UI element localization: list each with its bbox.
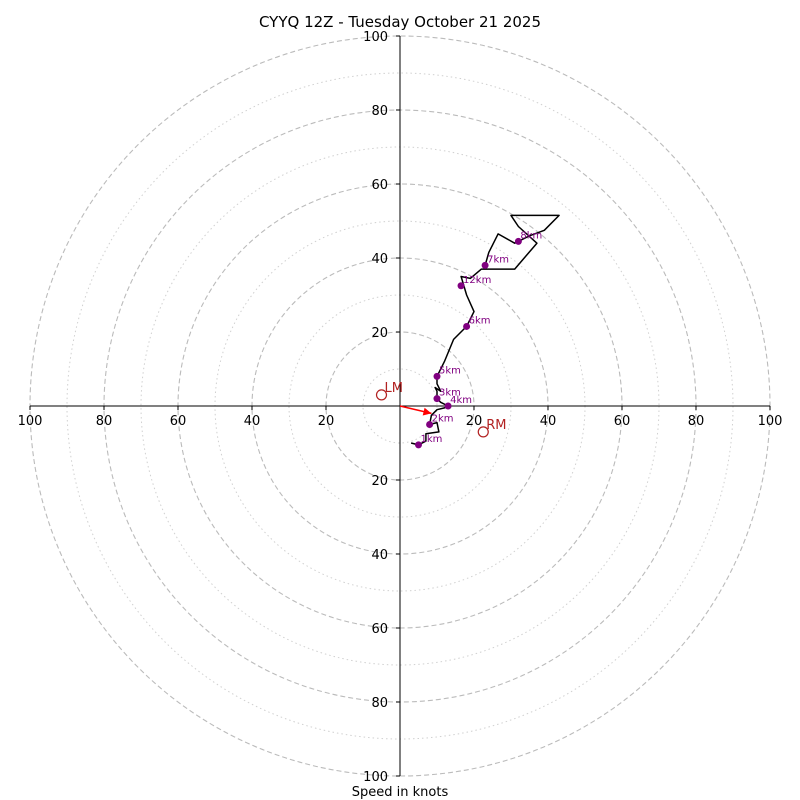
- storm-motion-rm-label: RM: [486, 418, 506, 433]
- mean-motion-vector: [399, 405, 432, 416]
- height-marker-8km: [514, 237, 522, 245]
- height-marker-label-7km: 7km: [487, 254, 509, 265]
- height-marker-label-12km: 12km: [463, 275, 491, 286]
- storm-motion-lm-label: LM: [385, 381, 403, 396]
- storm-motion-markers: LM RM: [375, 381, 507, 438]
- height-marker-2km: [426, 421, 434, 428]
- y-tick-label: 20: [371, 326, 388, 341]
- x-tick-label: 60: [614, 414, 631, 429]
- y-tick-label: 80: [371, 104, 388, 119]
- y-tick-label: 40: [371, 252, 388, 267]
- y-tick-label: 60: [371, 178, 388, 193]
- wind-profile: [410, 214, 560, 446]
- y-tick-label: 80: [371, 696, 388, 711]
- height-marker-label-2km: 2km: [432, 414, 454, 425]
- height-marker-6km: [463, 322, 471, 330]
- y-tick-label: 100: [363, 30, 388, 45]
- height-marker-1km: [415, 441, 422, 449]
- height-marker-label-1km: 1km: [421, 434, 443, 445]
- height-marker-3km: [433, 395, 441, 403]
- height-marker-label-5km: 5km: [439, 365, 461, 376]
- height-marker-label-4km: 4km: [450, 395, 472, 406]
- height-marker-label-6km: 6km: [469, 315, 491, 326]
- y-tick-label: 20: [371, 474, 388, 489]
- chart-title: CYYQ 12Z - Tuesday October 21 2025: [259, 13, 541, 31]
- height-marker-12km: [457, 282, 465, 290]
- x-tick-label: 20: [318, 414, 335, 429]
- y-tick-label: 60: [371, 622, 388, 637]
- height-marker-7km: [481, 261, 489, 269]
- x-tick-label: 20: [466, 414, 483, 429]
- wind-profile-line: [410, 214, 560, 446]
- height-marker-4km: [444, 402, 452, 410]
- x-tick-label: 100: [18, 414, 43, 429]
- motion-vector-head: [422, 407, 432, 416]
- x-tick-label: 80: [688, 414, 705, 429]
- x-tick-label: 40: [244, 414, 261, 429]
- height-marker-label-8km: 8km: [520, 230, 542, 241]
- tick-labels: 100 80 60 40 20 20 40 60 80 100 100 80 60 40 20 20 40 60 8…: [18, 30, 783, 785]
- x-tick-label: 80: [96, 414, 113, 429]
- height-marker-label-3km: 3km: [439, 388, 461, 399]
- storm-motion-lm-marker: [375, 389, 388, 401]
- x-tick-label: 100: [758, 414, 783, 429]
- y-tick-label: 100: [363, 770, 388, 785]
- storm-motion-rm-marker: [477, 426, 489, 438]
- height-marker-5km: [433, 372, 441, 380]
- x-tick-label: 60: [170, 414, 187, 429]
- x-tick-label: 40: [540, 414, 557, 429]
- x-axis-label: Speed in knots: [352, 785, 449, 800]
- y-tick-label: 40: [371, 548, 388, 563]
